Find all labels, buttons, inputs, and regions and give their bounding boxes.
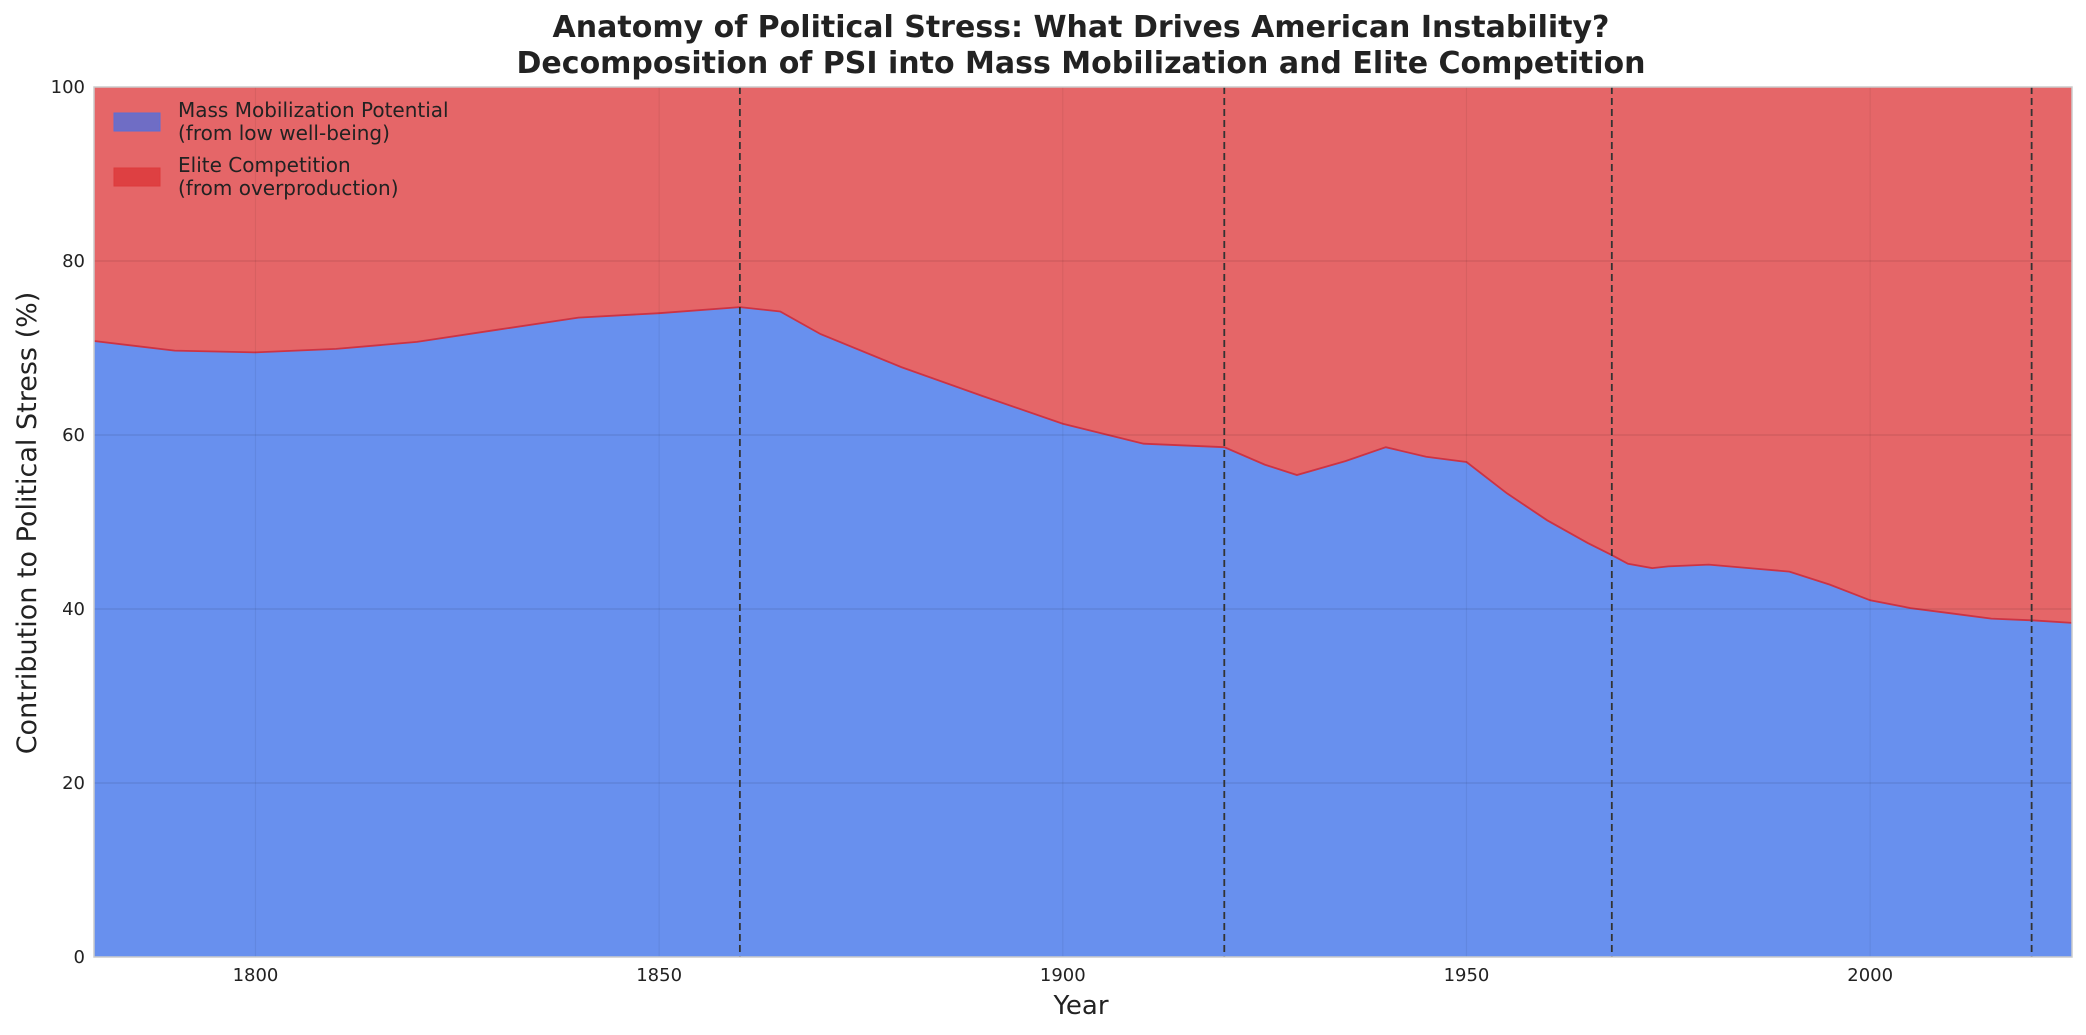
legend-swatch xyxy=(113,112,161,132)
x-tick-label-1850: 1850 xyxy=(636,965,682,986)
plot-frame xyxy=(93,86,2073,958)
legend-entry-elite-competition: Elite Competition (from overproduction) xyxy=(113,153,399,200)
legend-entry-mass-mobilization: Mass Mobilization Potential (from low wel… xyxy=(113,98,449,145)
legend-label-line: Mass Mobilization Potential xyxy=(178,98,449,122)
legend-label: Mass Mobilization Potential (from low wel… xyxy=(178,98,449,145)
series-boundary-line xyxy=(93,306,2073,624)
x-tick-label-1900: 1900 xyxy=(1040,965,1086,986)
x-tick-label-2000: 2000 xyxy=(1847,965,1893,986)
y-tick-label-100: 100 xyxy=(51,77,85,98)
axes: 1800 1850 1900 1950 2000 0 20 40 60 80 100 xyxy=(51,77,2073,986)
legend-label-line: (from low well-being) xyxy=(178,121,390,145)
legend-label-line: Elite Competition xyxy=(178,153,351,177)
series-area-mass-mobilization xyxy=(94,307,2072,958)
y-axis-label: Contribution to Political Stress (%) xyxy=(12,292,43,755)
y-tick-label-20: 20 xyxy=(62,773,85,794)
plot-area xyxy=(93,87,2073,958)
x-tick-label-1950: 1950 xyxy=(1444,965,1490,986)
legend-swatch xyxy=(113,167,161,187)
x-tick-label-1800: 1800 xyxy=(233,965,279,986)
y-tick-label-60: 60 xyxy=(62,425,85,446)
y-tick-label-40: 40 xyxy=(62,599,85,620)
series-area-elite-competition xyxy=(94,87,2072,623)
chart-title-line1: Anatomy of Political Stress: What Drives… xyxy=(553,10,1610,45)
legend: Mass Mobilization Potential (from low wel… xyxy=(113,98,449,200)
legend-label-line: (from overproduction) xyxy=(178,176,399,200)
y-tick-label-0: 0 xyxy=(74,947,85,968)
legend-label: Elite Competition (from overproduction) xyxy=(178,153,399,200)
y-tick-label-80: 80 xyxy=(62,251,85,272)
x-axis-label: Year xyxy=(1052,991,1108,1021)
chart-title-line2: Decomposition of PSI into Mass Mobilizat… xyxy=(517,46,1646,81)
